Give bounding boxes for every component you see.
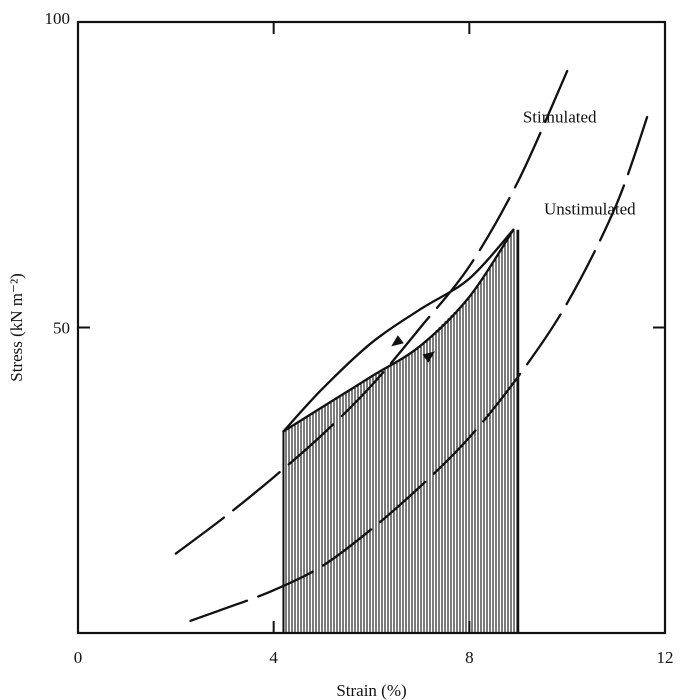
shaded-work-region <box>282 229 520 633</box>
series-unstimulated-line <box>189 106 652 622</box>
series-stimulated-line <box>174 69 569 555</box>
y-tick-label: 100 <box>45 9 71 28</box>
x-tick-label: 0 <box>74 648 83 667</box>
annotation-stimulated: Stimulated <box>523 108 597 127</box>
x-tick-label: 4 <box>269 648 278 667</box>
x-tick-label: 12 <box>657 648 674 667</box>
y-axis-title: Stress (kN m⁻²) <box>7 273 26 382</box>
chart-text: 0 4 8 12 50 100 Strain (%) Stress (kN m⁻²) Stimu… <box>7 9 674 700</box>
loop-branch-3-line <box>282 228 515 433</box>
annotation-unstimulated: Unstimulated <box>544 199 636 218</box>
x-axis-title: Strain (%) <box>336 681 406 700</box>
x-tick-label: 8 <box>465 648 474 667</box>
axes <box>76 20 667 635</box>
loop-branch-2-line <box>282 228 515 433</box>
shaded-region-fill <box>283 229 519 633</box>
arrowhead-down-left <box>391 335 404 347</box>
y-tick-label: 50 <box>53 319 70 338</box>
arrowhead-up-right <box>422 351 435 363</box>
curves <box>174 69 652 622</box>
direction-arrows <box>391 335 435 363</box>
